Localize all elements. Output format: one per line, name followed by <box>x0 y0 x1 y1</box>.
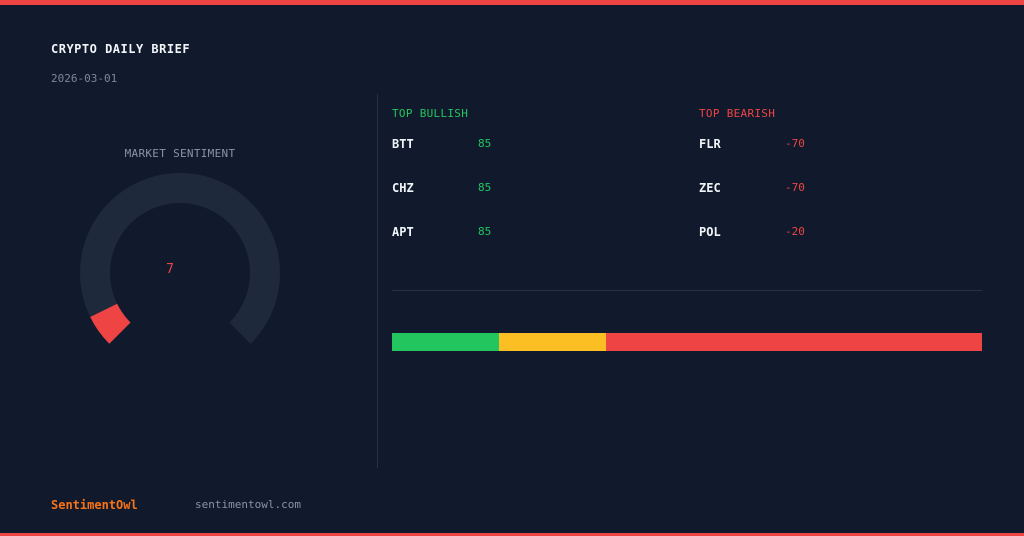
bearish-symbol: FLR <box>699 137 721 151</box>
bearish-score: -70 <box>785 181 805 194</box>
gauge-fill <box>90 303 131 344</box>
sentiment-distribution-bar <box>392 333 982 351</box>
bearish-symbol: POL <box>699 225 721 239</box>
bullish-symbol: BTT <box>392 137 414 151</box>
bullish-symbol: APT <box>392 225 414 239</box>
sentiment-gauge <box>80 173 280 344</box>
top-accent-bar <box>0 0 1024 5</box>
bullish-score: 85 <box>478 225 492 238</box>
gauge-label: MARKET SENTIMENT <box>124 147 236 160</box>
bullish-heading: TOP BULLISH <box>392 107 469 120</box>
vertical-divider <box>377 94 378 468</box>
bar-segment-bearish <box>606 333 982 351</box>
site-link[interactable]: sentimentowl.com <box>195 498 301 511</box>
bearish-heading: TOP BEARISH <box>699 107 776 120</box>
bar-segment-neutral <box>499 333 607 351</box>
bar-segment-bullish <box>392 333 500 351</box>
brand-logo-text[interactable]: SentimentOwl <box>51 498 138 512</box>
bottom-accent-bar <box>0 533 1024 536</box>
bearish-symbol: ZEC <box>699 181 721 195</box>
bullish-score: 85 <box>478 137 492 150</box>
gauge-track <box>80 173 280 344</box>
page-title: CRYPTO DAILY BRIEF <box>51 42 191 56</box>
report-date: 2026-03-01 <box>51 72 118 85</box>
bearish-score: -70 <box>785 137 805 150</box>
bullish-score: 85 <box>478 181 492 194</box>
bullish-symbol: CHZ <box>392 181 414 195</box>
bearish-score: -20 <box>785 225 805 238</box>
horizontal-divider <box>392 290 982 291</box>
gauge-value: 7 <box>166 262 174 277</box>
